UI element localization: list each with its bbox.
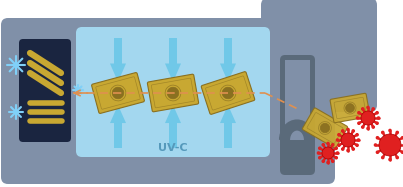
Circle shape [346,104,354,112]
Circle shape [331,160,334,163]
Circle shape [346,149,350,152]
Polygon shape [110,105,126,123]
FancyBboxPatch shape [280,55,315,175]
Bar [285,60,310,140]
Circle shape [341,147,345,151]
Circle shape [222,87,234,99]
FancyBboxPatch shape [19,39,71,142]
Circle shape [357,138,360,142]
Circle shape [401,151,403,154]
FancyBboxPatch shape [147,74,199,112]
Circle shape [395,156,399,159]
Circle shape [326,161,330,164]
Circle shape [377,116,380,120]
Circle shape [355,143,359,147]
Circle shape [395,131,399,134]
Circle shape [337,143,341,147]
Circle shape [322,143,325,147]
FancyBboxPatch shape [261,88,335,184]
Bar [268,95,328,177]
Circle shape [322,147,334,159]
Circle shape [366,127,370,130]
FancyBboxPatch shape [76,27,270,157]
Circle shape [379,134,401,156]
Circle shape [341,129,345,133]
Circle shape [355,133,359,137]
Bar [114,38,122,64]
Circle shape [334,156,338,160]
Circle shape [356,116,359,120]
Circle shape [336,151,339,155]
Bar [169,123,177,148]
FancyBboxPatch shape [330,93,370,123]
Bar [224,123,232,148]
Circle shape [112,87,124,99]
Circle shape [357,121,361,125]
Circle shape [317,151,320,155]
Circle shape [388,129,392,132]
Polygon shape [165,64,181,82]
Circle shape [381,156,384,159]
Polygon shape [220,64,236,82]
Circle shape [372,107,375,111]
Bar [169,38,177,64]
FancyBboxPatch shape [91,73,144,114]
Circle shape [366,106,370,109]
Circle shape [357,111,361,115]
Circle shape [346,128,350,131]
Circle shape [375,121,379,125]
Polygon shape [110,64,126,82]
Circle shape [361,107,365,111]
Circle shape [326,142,330,145]
Bar [268,25,370,105]
Circle shape [351,129,355,133]
Circle shape [375,111,379,115]
Circle shape [318,146,322,150]
Circle shape [381,131,384,134]
FancyBboxPatch shape [261,0,377,112]
Circle shape [341,133,355,147]
Circle shape [320,123,330,133]
Circle shape [334,146,338,150]
Circle shape [376,151,379,154]
Circle shape [388,158,392,161]
Circle shape [351,147,355,151]
Circle shape [374,143,377,147]
FancyBboxPatch shape [1,18,295,184]
Circle shape [322,160,325,163]
Circle shape [337,133,341,137]
Circle shape [361,111,375,125]
FancyBboxPatch shape [302,108,347,148]
Circle shape [167,87,179,99]
Text: UV-C: UV-C [158,143,188,153]
Bar [224,38,232,64]
Circle shape [372,125,375,129]
Circle shape [361,125,365,129]
Circle shape [376,136,379,140]
Bar [114,123,122,148]
FancyBboxPatch shape [201,72,255,114]
Circle shape [318,156,322,160]
Polygon shape [165,105,181,123]
Circle shape [331,143,334,147]
Circle shape [401,136,403,140]
Circle shape [336,138,339,142]
Polygon shape [220,105,236,123]
